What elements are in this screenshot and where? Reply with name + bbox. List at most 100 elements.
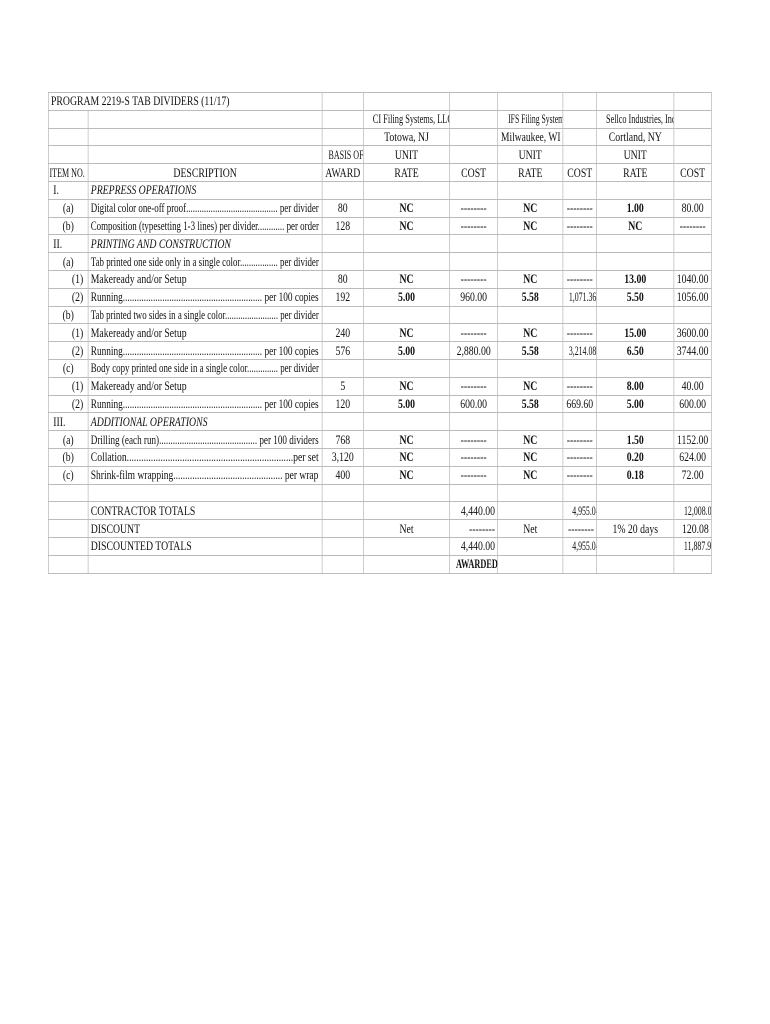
table-row: (b) Tab printed two sides in a single col… [48, 305, 712, 325]
sellco-cost [673, 483, 712, 503]
ifs-cost: -------- [562, 376, 597, 396]
vendor-location-sellco: Cortland, NY [596, 127, 675, 147]
ifs-cost: 3,214.08 [562, 341, 597, 360]
sellco-unit-rate [596, 358, 675, 378]
item-description-text: Running.................................… [90, 342, 319, 358]
sellco-cost-text: 11,887.92 [683, 538, 712, 554]
item-description: Tab printed two sides in a single color.… [87, 305, 323, 325]
unit-header-text: UNIT [518, 146, 542, 162]
cost-header: COST [449, 163, 498, 182]
item-number-text: (1) [71, 324, 84, 340]
sellco-unit-rate [596, 536, 675, 556]
table-row: (b) Collation............................… [48, 447, 712, 467]
rate-header-text: RATE [518, 164, 543, 180]
basis-of-award [321, 554, 364, 574]
basis-of-award: 5 [321, 376, 364, 396]
basis-of-award [321, 358, 364, 378]
item-description: CONTRACTOR TOTALS [87, 501, 323, 521]
sellco-unit-rate: 5.00 [596, 394, 675, 414]
basis-of-award: 768 [321, 430, 364, 449]
ifs-cost [562, 234, 597, 254]
ifs-cost-text: -------- [566, 217, 593, 233]
sellco-cost [673, 234, 712, 254]
bid-tabulation-sheet: PROGRAM 2219-S TAB DIVIDERS (11/17) CI F… [48, 92, 712, 574]
vendor-location-ci: Totowa, NJ [363, 127, 450, 147]
ci-cost-text: -------- [460, 271, 487, 287]
ifs-unit-rate: NC [497, 216, 564, 236]
basis-of-award: 128 [321, 216, 364, 236]
item-description: DISCOUNT [87, 519, 323, 538]
basis-header-top: BASIS OF [321, 145, 364, 165]
cost-header: COST [673, 163, 712, 182]
rate-header-text: RATE [623, 164, 648, 180]
item-number-text: (c) [62, 467, 74, 483]
sellco-unit-rate-text: 1.00 [626, 200, 644, 216]
ifs-cost [562, 412, 597, 432]
sellco-cost-text: 1040.00 [676, 271, 709, 287]
basis-of-award [321, 234, 364, 254]
basis-of-award [321, 252, 364, 271]
ci-unit-rate [363, 554, 450, 574]
ifs-unit-rate-text: NC [523, 324, 538, 340]
item-number-text: III. [53, 413, 66, 429]
ci-cost: 2,880.00 [449, 341, 498, 360]
sellco-cost-text: 40.00 [681, 378, 704, 394]
item-description: Makeready and/or Setup [87, 323, 323, 343]
ifs-unit-rate: Net [497, 519, 564, 538]
ifs-cost-text: 4,955.04 [572, 502, 596, 518]
sellco-unit-rate: NC [596, 216, 675, 236]
section-row: II. PRINTING AND CONSTRUCTION [48, 234, 712, 254]
item-description-text: Makeready and/or Setup [90, 378, 187, 394]
ci-unit-rate: NC [363, 447, 450, 467]
ifs-cost: -------- [562, 519, 597, 538]
item-description [87, 483, 323, 503]
sellco-unit-rate: 6.50 [596, 341, 675, 360]
basis-of-award [321, 501, 364, 521]
ci-unit-rate: NC [363, 376, 450, 396]
ifs-cost-text: 669.60 [566, 395, 594, 411]
ci-unit-rate [363, 536, 450, 556]
ci-unit-rate [363, 483, 450, 503]
ifs-unit-rate-text: 5.58 [521, 342, 539, 358]
sellco-cost: 600.00 [673, 394, 712, 414]
ci-unit-rate-text: NC [399, 449, 414, 465]
ci-unit-rate: 5.00 [363, 287, 450, 307]
ci-cost: 960.00 [449, 287, 498, 307]
header-row-2: ITEM NO. DESCRIPTION AWARD RATE COST RAT… [48, 163, 712, 182]
item-number [48, 554, 89, 574]
sellco-cost-text: -------- [679, 217, 706, 233]
sellco-unit-rate [596, 412, 675, 432]
basis-of-award [321, 180, 364, 200]
ifs-cost [562, 252, 597, 271]
ci-unit-rate-text: NC [399, 271, 414, 287]
basis-of-award-text: 768 [335, 431, 351, 447]
ifs-unit-rate-text: NC [523, 431, 538, 447]
ifs-cost [562, 305, 597, 325]
basis-of-award-text: 192 [335, 289, 351, 305]
table-row: (2) Running..............................… [48, 341, 712, 360]
basis-of-award [321, 412, 364, 432]
item-number: (2) [48, 394, 89, 414]
ci-cost: -------- [449, 447, 498, 467]
item-description: Drilling (each run).....................… [87, 430, 323, 449]
vendor-location-text: Totowa, NJ [384, 128, 429, 144]
ci-unit-rate [363, 252, 450, 271]
item-description-text: PREPRESS OPERATIONS [90, 182, 197, 198]
table-row: (2) Running..............................… [48, 394, 712, 414]
ci-unit-rate [363, 501, 450, 521]
ci-cost [449, 234, 498, 254]
sellco-cost [673, 358, 712, 378]
ifs-unit-rate: 5.58 [497, 287, 564, 307]
sellco-unit-rate: 8.00 [596, 376, 675, 396]
item-number [48, 483, 89, 503]
ifs-unit-rate-text: Net [523, 520, 538, 536]
item-description: DISCOUNTED TOTALS [87, 536, 323, 556]
basis-of-award: 400 [321, 465, 364, 485]
item-number: (c) [48, 358, 89, 378]
ifs-cost-text: 3,214.08 [568, 342, 597, 358]
item-description-text: Makeready and/or Setup [90, 324, 187, 340]
basis-of-award-text: 240 [335, 324, 351, 340]
ci-cost: -------- [449, 323, 498, 343]
ci-cost [449, 252, 498, 271]
item-description: Makeready and/or Setup [87, 269, 323, 289]
